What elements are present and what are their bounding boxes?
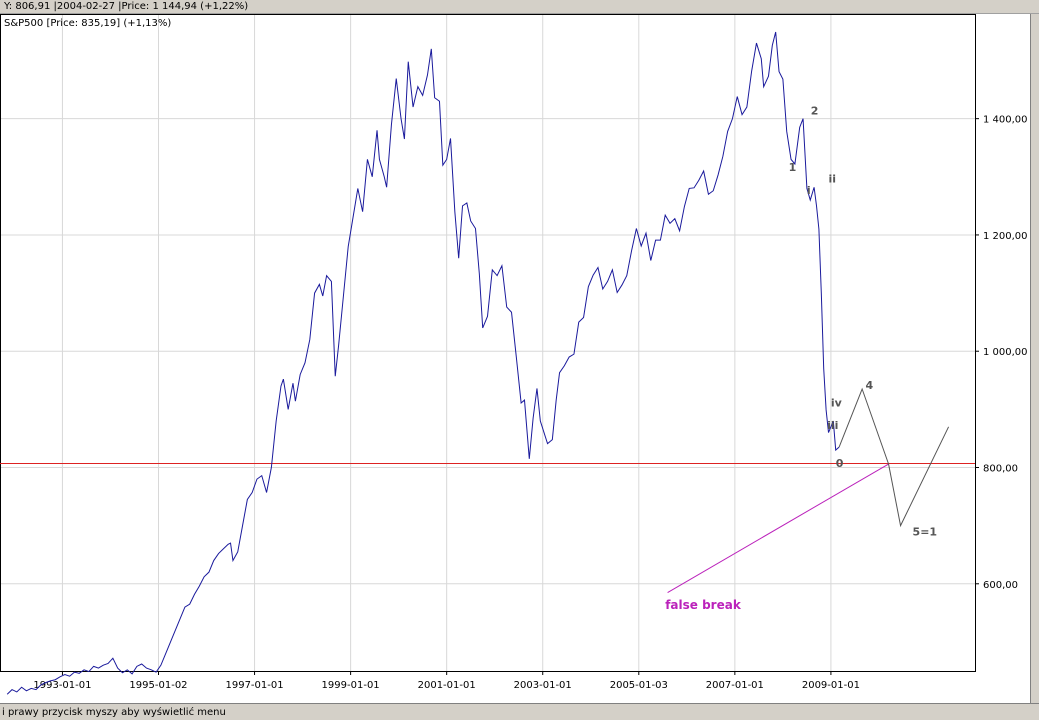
chart-area[interactable]: 1993-01-01 1995-01-02 1997-01-01 1999-01-01…: [0, 14, 1030, 702]
grid: [0, 14, 975, 671]
cursor-readout-bar: Y: 806,91 |2004-02-27 |Price: 1 144,94 (…: [0, 0, 1039, 14]
x-tick-label: 2005-01-03: [610, 680, 668, 691]
x-tick-label: 2003-01-01: [514, 680, 572, 691]
wave-label: iii: [827, 419, 838, 432]
status-hint: i prawy przycisk myszy aby wyświetlić me…: [2, 707, 226, 718]
wave-label: iv: [831, 396, 843, 409]
y-tick-label: 800,00: [983, 464, 1018, 475]
axes: 1993-01-01 1995-01-02 1997-01-01 1999-01-01…: [33, 115, 1027, 691]
false-break-label: false break: [665, 598, 742, 612]
y-tick-label: 1 400,00: [983, 115, 1028, 126]
wave-label: 0: [836, 457, 844, 470]
wave-label: ii: [829, 173, 837, 186]
x-tick-label: 1995-01-02: [129, 680, 187, 691]
series-layer: [0, 31, 975, 695]
plot-background: [0, 14, 1030, 702]
y-tick-label: 1 200,00: [983, 231, 1028, 242]
x-tick-label: 1999-01-01: [322, 680, 380, 691]
x-tick-label: 2001-01-01: [418, 680, 476, 691]
x-tick-label: 1993-01-01: [33, 680, 91, 691]
x-tick-label: 2007-01-01: [706, 680, 764, 691]
projection-path: [838, 387, 950, 528]
wave-label: 2: [811, 105, 819, 118]
wave-label: 4: [865, 379, 873, 392]
x-tick-label: 1997-01-01: [225, 680, 283, 691]
wave-label: 1: [789, 161, 797, 174]
x-tick-label: 2009-01-01: [802, 680, 860, 691]
chart-svg[interactable]: 1993-01-01 1995-01-02 1997-01-01 1999-01-01…: [0, 14, 1030, 702]
y-tick-label: 600,00: [983, 580, 1018, 591]
cursor-readout: Y: 806,91 |2004-02-27 |Price: 1 144,94 (…: [4, 1, 249, 12]
chart-title: S&P500 [Price: 835,19] (+1,13%): [4, 18, 171, 29]
series-line-sp500: [6, 31, 840, 695]
plot-frame: [0, 14, 976, 672]
wave-label: 5=1: [913, 526, 938, 539]
wave-label: i: [807, 184, 811, 197]
status-bar: i prawy przycisk myszy aby wyświetlić me…: [0, 703, 1039, 720]
y-tick-label: 1 000,00: [983, 347, 1028, 358]
trend-line: [667, 463, 889, 593]
scrollbar-vertical[interactable]: [1030, 14, 1039, 703]
